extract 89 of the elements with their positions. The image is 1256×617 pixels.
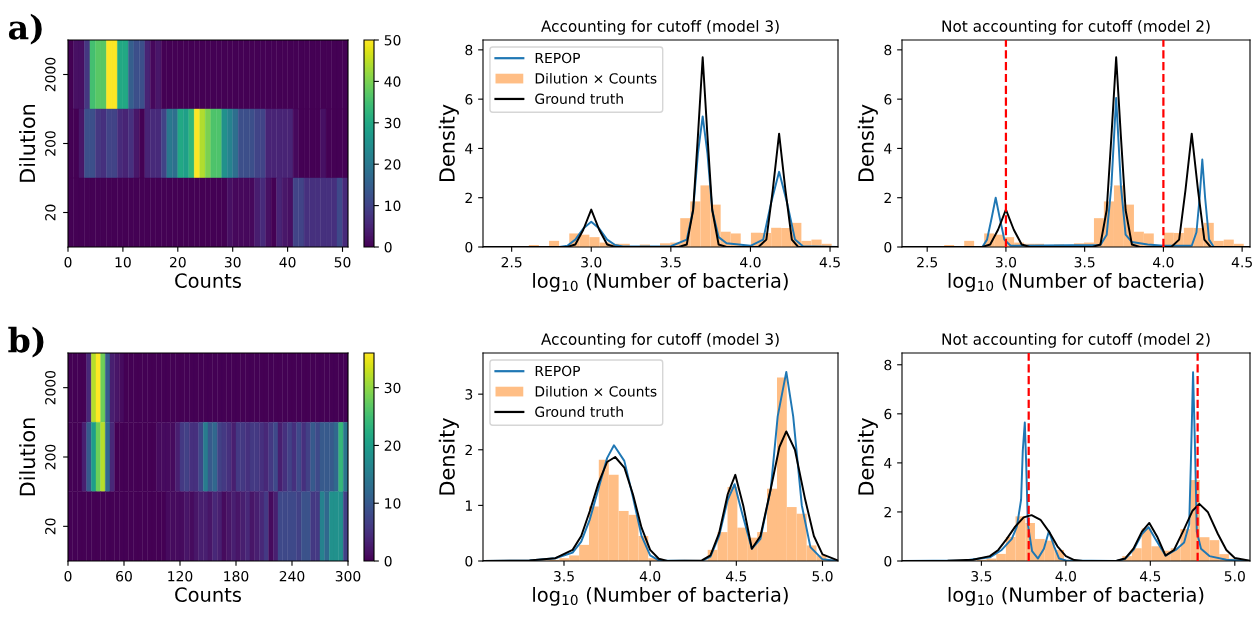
y-axis-title: Density: [857, 104, 878, 182]
y-tick-label: 6: [884, 94, 892, 105]
color-bar-label: 20: [384, 440, 401, 451]
x-tick-label: 60: [116, 570, 132, 582]
x-tick-label: 3.0: [995, 256, 1017, 268]
y-axis-title: Dilution: [19, 418, 36, 496]
y-axis-title: Dilution: [19, 104, 36, 182]
y-tick-label: 8: [884, 44, 892, 56]
y-axis-title: Density: [438, 418, 459, 495]
y-tick-label: 0: [465, 241, 473, 253]
color-bar-label: 50: [384, 34, 401, 46]
x-axis-title: Counts: [175, 273, 241, 288]
x-tick-label: 3.5: [1074, 256, 1095, 268]
y-tick-label: 0: [884, 555, 892, 567]
legend-label: Ground truth: [535, 93, 623, 105]
y-tick-label: 0: [465, 555, 473, 567]
y-tick-label: 6: [884, 408, 892, 420]
x-tick-label: 2.5: [501, 256, 522, 268]
x-tick-label: 300: [335, 570, 361, 582]
x-axis-title: log$_{10}$ (Number of bacteria): [948, 586, 1204, 606]
legend-label: Dilution × Counts: [535, 385, 657, 397]
x-tick-label: 40: [279, 256, 296, 268]
y-tick-label: 8: [465, 44, 473, 56]
x-axis-title: log$_{10}$ (Number of bacteria): [533, 272, 788, 292]
x-tick-label: 0: [64, 256, 72, 268]
chart-title: Not accounting for cutoff (model 2): [942, 20, 1210, 35]
x-tick-label: 3.5: [554, 570, 574, 582]
x-tick-label: 50: [334, 256, 351, 268]
y-tick-label: 200: [45, 131, 56, 156]
y-tick-label: 4: [884, 458, 892, 469]
y-tick-label: 20: [45, 518, 56, 535]
color-bar-label: 30: [384, 382, 401, 394]
x-tick-label: 4.0: [1055, 570, 1076, 582]
color-bar-label: 0: [384, 241, 392, 253]
text: a): [8, 13, 42, 45]
y-axis-title: Density: [438, 104, 459, 182]
x-tick-label: 4.5: [1139, 571, 1161, 582]
chart-title: Accounting for cutoff (model 3): [541, 333, 779, 348]
y-tick-label: 4: [884, 143, 892, 154]
x-tick-label: 4.5: [819, 257, 840, 268]
x-tick-label: 3.0: [581, 256, 602, 268]
x-tick-label: 4.5: [1231, 257, 1252, 268]
y-tick-label: 2: [465, 444, 472, 456]
y-tick-label: 2000: [45, 370, 56, 405]
x-tick-label: 5.0: [812, 570, 833, 582]
x-tick-label: 10: [115, 256, 131, 268]
x-axis-title: log$_{10}$ (Number of bacteria): [948, 272, 1204, 292]
y-tick-label: 20: [45, 204, 56, 221]
color-bar-label: 30: [384, 117, 401, 129]
y-axis-title: Density: [857, 418, 878, 495]
color-bar-label: 0: [384, 555, 392, 567]
legend-label: REPOP: [535, 52, 581, 64]
color-bar-label: 40: [384, 76, 401, 87]
x-tick-label: 120: [168, 570, 193, 582]
y-tick-label: 8: [884, 359, 892, 371]
x-tick-label: 4.0: [639, 570, 661, 582]
legend-label: Dilution × Counts: [535, 72, 657, 84]
text: b): [8, 326, 44, 358]
y-tick-label: 1: [465, 500, 472, 511]
chart-title: Not accounting for cutoff (model 2): [942, 333, 1210, 348]
y-tick-label: 4: [465, 143, 473, 154]
x-tick-label: 4.0: [1153, 256, 1174, 268]
x-axis-title: Counts: [175, 587, 241, 602]
y-tick-label: 2: [465, 192, 472, 203]
x-axis-title: log$_{10}$ (Number of bacteria): [533, 586, 788, 606]
x-tick-label: 30: [224, 256, 241, 268]
color-bar-label: 10: [385, 200, 401, 212]
x-tick-label: 3.5: [660, 256, 681, 268]
y-tick-label: 200: [45, 444, 56, 470]
x-tick-label: 240: [279, 570, 305, 582]
x-tick-label: 0: [64, 570, 72, 582]
color-bar-label: 20: [384, 159, 401, 170]
x-tick-label: 3.5: [971, 570, 992, 582]
x-tick-label: 180: [224, 570, 249, 582]
chart-title: Accounting for cutoff (model 3): [541, 20, 779, 35]
legend-label: REPOP: [535, 365, 581, 377]
color-bar-label: 10: [385, 498, 401, 509]
y-tick-label: 6: [465, 94, 473, 105]
y-tick-label: 2: [884, 192, 891, 203]
legend-label: Ground truth: [535, 406, 623, 418]
x-tick-label: 4.0: [740, 256, 761, 268]
x-tick-label: 5.0: [1224, 570, 1245, 582]
x-tick-label: 20: [169, 256, 186, 268]
y-tick-label: 2000: [45, 57, 56, 92]
y-tick-label: 3: [465, 389, 473, 400]
y-tick-label: 2: [884, 506, 891, 518]
x-tick-label: 4.5: [725, 571, 747, 582]
y-tick-label: 0: [884, 241, 892, 253]
x-tick-label: 2.5: [917, 256, 938, 268]
